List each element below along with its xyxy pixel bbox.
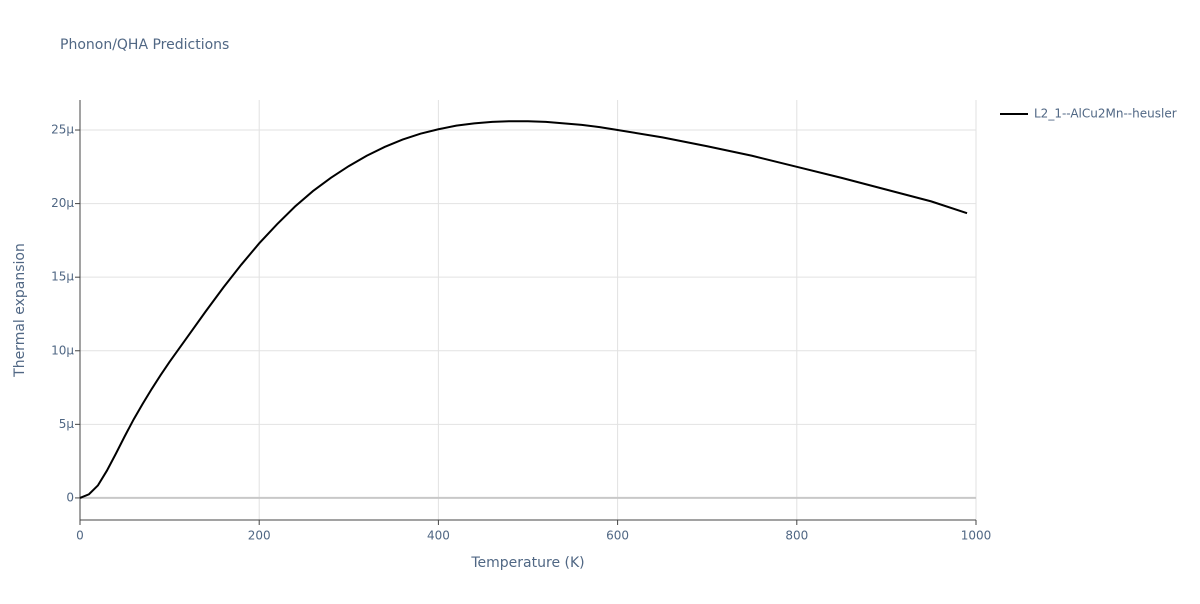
legend-label: L2_1--AlCu2Mn--heusler xyxy=(1034,107,1177,121)
y-tick-label: 5μ xyxy=(59,417,75,431)
y-tick-label: 0 xyxy=(66,490,74,504)
x-tick-label: 0 xyxy=(76,529,84,543)
x-tick-label: 800 xyxy=(785,529,808,543)
y-tick-label: 10μ xyxy=(51,343,74,357)
x-tick-label: 200 xyxy=(248,529,271,543)
x-axis-title: Temperature (K) xyxy=(470,555,584,571)
line-series xyxy=(79,120,968,499)
x-tick-label: 600 xyxy=(606,529,629,543)
chart-title: Phonon/QHA Predictions xyxy=(60,37,229,53)
y-tick-label: 15μ xyxy=(51,270,74,284)
y-tick-label: 25μ xyxy=(51,123,74,137)
y-axis-title: Thermal expansion xyxy=(12,243,28,378)
x-tick-label: 400 xyxy=(427,529,450,543)
y-tick-label: 20μ xyxy=(51,196,74,210)
x-tick-label: 1000 xyxy=(961,529,992,543)
